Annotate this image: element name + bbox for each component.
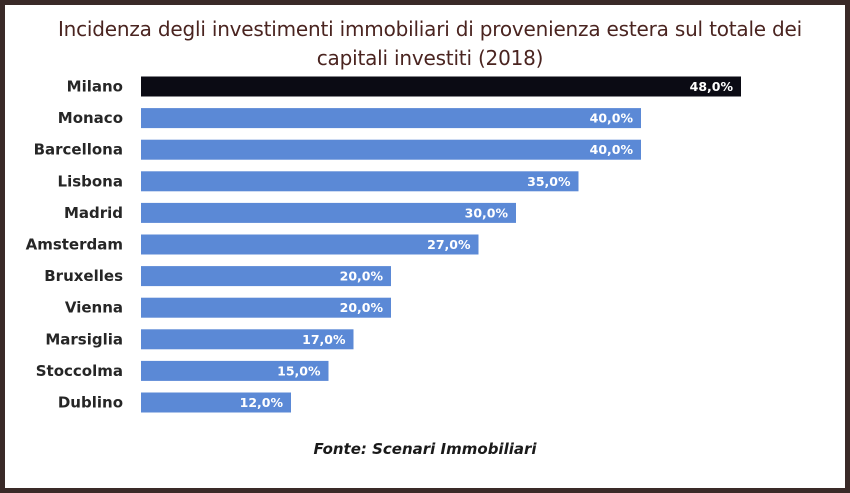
bar-group-bruxelles: Bruxelles 20,0% — [44, 266, 391, 287]
category-label-marsiglia: Marsiglia — [45, 330, 123, 348]
value-label-lisbona: 35,0% — [527, 174, 571, 189]
category-label-monaco: Monaco — [58, 109, 123, 127]
source-note: Fonte: Scenari Immobiliari — [313, 440, 537, 458]
bar-barcellona — [141, 139, 641, 160]
bar-lisbona — [141, 171, 579, 192]
value-label-stoccolma: 15,0% — [277, 363, 321, 378]
value-label-madrid: 30,0% — [465, 205, 509, 220]
chart-title-line-2: capitali investiti (2018) — [316, 46, 544, 70]
bar-milano — [141, 76, 741, 97]
value-label-dublino: 12,0% — [240, 395, 284, 410]
bar-group-amsterdam: Amsterdam 27,0% — [26, 234, 479, 255]
bar-vienna — [141, 297, 391, 318]
bar-group-milano: Milano 48,0% — [67, 76, 741, 97]
bar-group-stoccolma: Stoccolma 15,0% — [36, 360, 329, 381]
bar-dublino — [141, 392, 291, 413]
category-label-bruxelles: Bruxelles — [44, 267, 123, 285]
bar-group-marsiglia: Marsiglia 17,0% — [45, 329, 354, 350]
bar-group-barcellona: Barcellona 40,0% — [34, 139, 641, 160]
bar-madrid — [141, 202, 516, 223]
category-label-stoccolma: Stoccolma — [36, 362, 123, 380]
value-label-vienna: 20,0% — [340, 300, 384, 315]
category-label-madrid: Madrid — [64, 204, 123, 222]
chart-title-line-1: Incidenza degli investimenti immobiliari… — [57, 17, 803, 41]
bar-group-lisbona: Lisbona 35,0% — [58, 171, 579, 192]
value-label-marsiglia: 17,0% — [302, 332, 346, 347]
category-label-vienna: Vienna — [65, 299, 123, 317]
bar-bruxelles — [141, 266, 391, 287]
value-label-amsterdam: 27,0% — [427, 237, 471, 252]
category-label-barcellona: Barcellona — [34, 141, 123, 159]
bar-monaco — [141, 108, 641, 129]
bar-stoccolma — [141, 360, 329, 381]
category-label-lisbona: Lisbona — [58, 172, 123, 190]
bar-group-dublino: Dublino 12,0% — [58, 392, 291, 413]
bar-group-madrid: Madrid 30,0% — [64, 202, 516, 223]
value-label-monaco: 40,0% — [590, 111, 634, 126]
bar-marsiglia — [141, 329, 354, 350]
category-label-milano: Milano — [67, 78, 123, 96]
bar-group-vienna: Vienna 20,0% — [65, 297, 391, 318]
bar-amsterdam — [141, 234, 479, 255]
value-label-barcellona: 40,0% — [590, 142, 634, 157]
value-label-milano: 48,0% — [690, 79, 734, 94]
category-label-dublino: Dublino — [58, 394, 123, 412]
category-label-amsterdam: Amsterdam — [26, 236, 123, 254]
value-label-bruxelles: 20,0% — [340, 269, 384, 284]
bar-group-monaco: Monaco 40,0% — [58, 108, 641, 129]
